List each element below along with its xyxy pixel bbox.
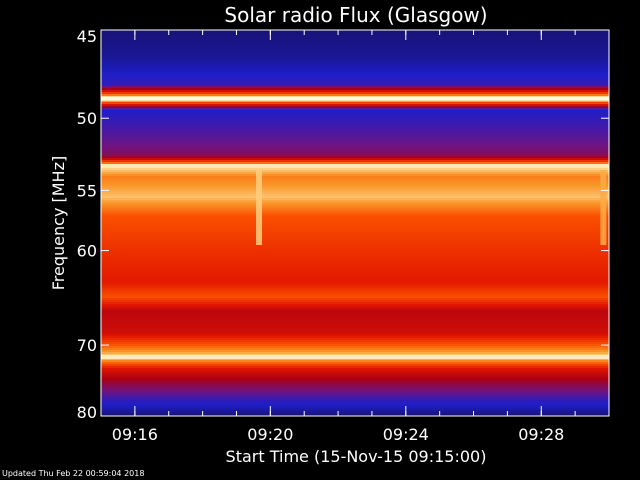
y-tick-label: 50 [77,109,97,128]
x-tick-label: 09:16 [112,425,158,444]
y-tick-label: 80 [77,403,97,422]
hot-band-2 [101,355,609,360]
x-tick-label: 09:20 [247,425,293,444]
hot-band-0 [101,96,609,101]
axis-ticks [101,29,609,417]
y-tick-label: 45 [77,27,97,46]
spectrogram-heatmap [101,30,609,417]
chart-title: Solar radio Flux (Glasgow) [224,3,487,27]
x-tick-labels: 09:16 09:20 09:24 09:28 [112,425,565,444]
x-tick-label: 09:28 [518,425,564,444]
x-axis-label: Start Time (15-Nov-15 09:15:00) [226,447,487,466]
hot-band-1 [101,163,609,168]
bright-feature-1 [600,170,607,246]
y-tick-labels: 45 50 55 60 70 80 [77,27,97,422]
bright-feature-0 [256,170,263,246]
y-tick-label: 60 [77,242,97,261]
y-tick-label: 70 [77,336,97,355]
plot-frame [100,29,610,417]
updated-timestamp: Updated Thu Feb 22 00:59:04 2018 [2,469,145,478]
x-tick-label: 09:24 [383,425,429,444]
y-tick-label: 55 [77,181,97,200]
y-axis-label: Frequency [MHz] [49,156,68,290]
